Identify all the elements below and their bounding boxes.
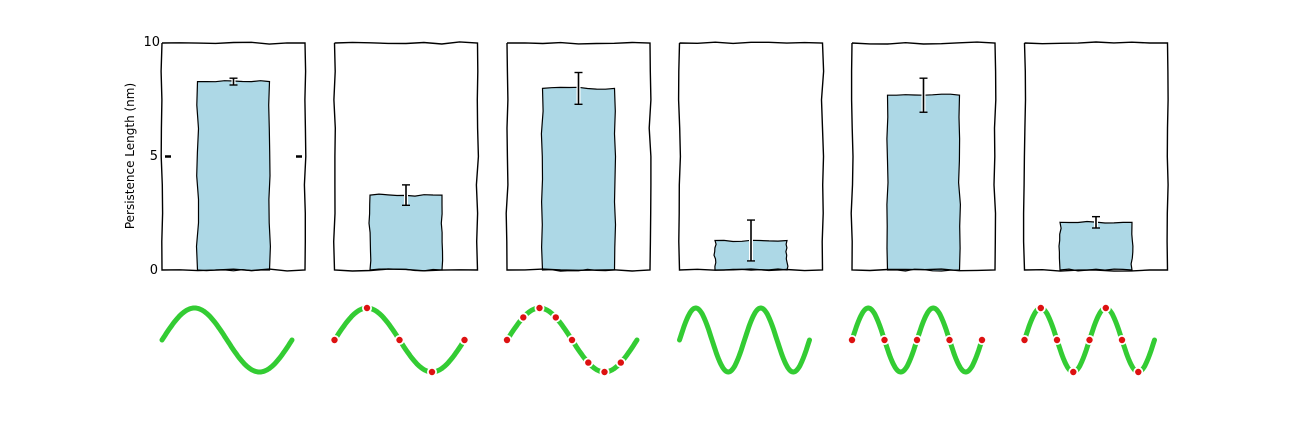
- wave-dot: [1036, 303, 1045, 312]
- wave-panel: [502, 303, 640, 377]
- wave-dot: [913, 335, 922, 344]
- bar: [1058, 220, 1134, 272]
- wave-dot: [568, 335, 577, 344]
- bar: [195, 80, 272, 272]
- wave-dot: [330, 335, 339, 344]
- wave-dot: [1085, 335, 1094, 344]
- wave-panel: [159, 305, 295, 375]
- wave-dot: [1134, 367, 1143, 376]
- panel-frame: [332, 41, 480, 272]
- wave-dot: [1101, 303, 1110, 312]
- y-axis: 0 5 10 Persistence Length (nm): [123, 35, 160, 278]
- wave-dot: [551, 313, 560, 322]
- wave-dot: [1053, 335, 1062, 344]
- wave-dot: [395, 335, 404, 344]
- wave-dot: [519, 313, 528, 322]
- bar-panels: [160, 41, 1169, 272]
- wave-panel: [1019, 303, 1157, 377]
- panel-frame: [505, 41, 652, 272]
- wave-dot: [1069, 367, 1078, 376]
- wave-panel: [847, 305, 987, 375]
- wave-dot: [616, 358, 625, 367]
- panel-frame: [677, 41, 825, 272]
- wave-dot: [427, 367, 436, 376]
- wave-line: [677, 305, 812, 375]
- wave-dot: [1118, 335, 1127, 344]
- wave-dot: [945, 335, 954, 344]
- wave-dot: [584, 358, 593, 367]
- bar-panel: [332, 41, 480, 272]
- wave-dot: [978, 335, 987, 344]
- y-tick-label: 0: [150, 263, 158, 278]
- wave-dot: [535, 303, 544, 312]
- wave-dot: [600, 367, 609, 376]
- bar-panel: [505, 41, 652, 272]
- bar-panel: [850, 41, 997, 272]
- bar-panel: [677, 41, 825, 272]
- bar-panel: [160, 41, 307, 272]
- panel-frame: [160, 41, 307, 272]
- bar: [886, 93, 962, 272]
- bar: [540, 86, 617, 272]
- bar-panel: [1022, 41, 1169, 272]
- wave-panel: [329, 303, 470, 377]
- wave-dot: [848, 335, 857, 344]
- wave-dot: [1020, 335, 1029, 344]
- panel-frame: [1022, 41, 1169, 272]
- wave-row: [159, 303, 1157, 377]
- y-tick-label: 10: [143, 35, 160, 50]
- wave-line: [159, 305, 295, 375]
- y-tick-label: 5: [150, 149, 158, 164]
- wave-dot: [880, 335, 889, 344]
- wave-dot: [502, 335, 511, 344]
- y-axis-label: Persistence Length (nm): [123, 83, 137, 229]
- wave-dot: [460, 335, 469, 344]
- wave-dot: [362, 303, 371, 312]
- panel-frame: [850, 41, 997, 272]
- wave-panel: [677, 305, 812, 375]
